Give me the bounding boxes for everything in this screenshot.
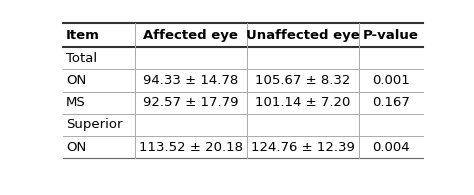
Text: 0.001: 0.001: [372, 74, 410, 87]
Text: Item: Item: [66, 29, 100, 42]
Text: Superior: Superior: [66, 118, 122, 131]
Text: 94.33 ± 14.78: 94.33 ± 14.78: [143, 74, 238, 87]
Text: MS: MS: [66, 96, 86, 109]
Text: P-value: P-value: [363, 29, 419, 42]
Text: 0.167: 0.167: [372, 96, 410, 109]
Text: 0.004: 0.004: [372, 141, 410, 154]
Text: 101.14 ± 7.20: 101.14 ± 7.20: [255, 96, 351, 109]
Text: ON: ON: [66, 74, 86, 87]
Text: 105.67 ± 8.32: 105.67 ± 8.32: [255, 74, 351, 87]
Text: Affected eye: Affected eye: [144, 29, 238, 42]
Text: 92.57 ± 17.79: 92.57 ± 17.79: [143, 96, 239, 109]
Text: Unaffected eye: Unaffected eye: [246, 29, 360, 42]
Text: ON: ON: [66, 141, 86, 154]
Text: 113.52 ± 20.18: 113.52 ± 20.18: [139, 141, 243, 154]
Text: 124.76 ± 12.39: 124.76 ± 12.39: [251, 141, 355, 154]
Text: Total: Total: [66, 52, 97, 65]
